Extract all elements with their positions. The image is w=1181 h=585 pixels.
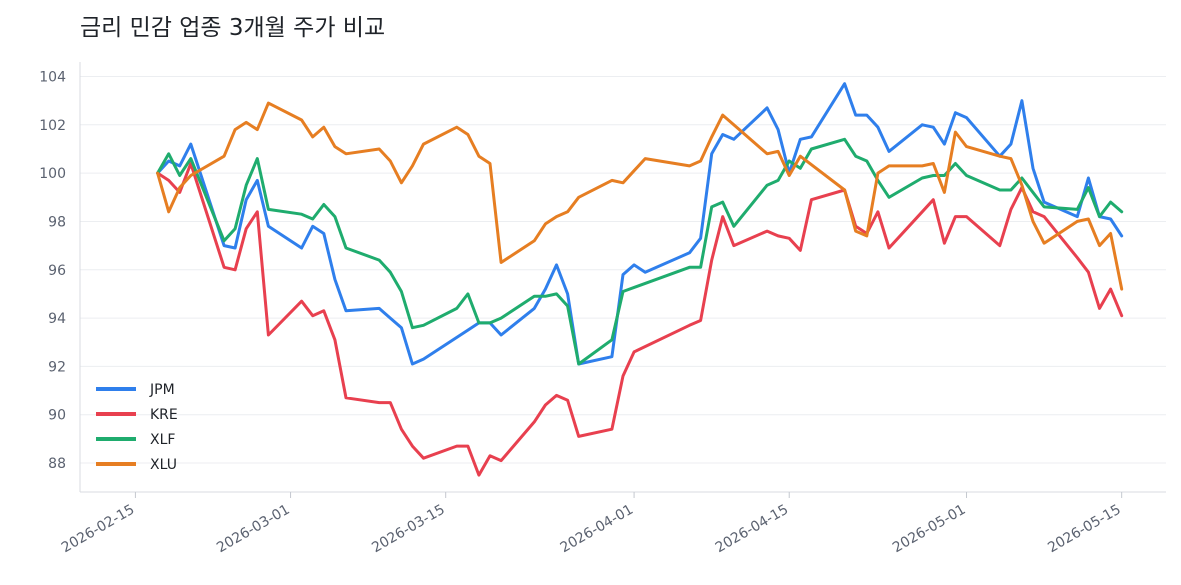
- series-line-xlf: [156, 137, 1124, 366]
- series-line-jpm: [156, 82, 1124, 366]
- y-tick-label: 102: [39, 118, 66, 134]
- x-tick-label: 2026-04-01: [558, 502, 636, 557]
- x-tick-label: 2026-05-15: [1045, 502, 1123, 557]
- x-tick-label: 2026-03-15: [369, 502, 447, 557]
- legend-label-kre: KRE: [150, 407, 178, 423]
- legend-label-xlu: XLU: [150, 457, 177, 473]
- x-tick-label: 2026-02-15: [59, 502, 137, 557]
- series-line-kre: [156, 162, 1124, 477]
- legend-label-jpm: JPM: [149, 382, 175, 398]
- legend-label-xlf: XLF: [150, 432, 175, 448]
- y-tick-label: 98: [48, 214, 66, 230]
- x-tick-label: 2026-05-01: [890, 502, 968, 557]
- y-tick-label: 90: [48, 408, 66, 424]
- y-tick-label: 88: [48, 456, 66, 472]
- y-tick-label: 94: [48, 311, 66, 327]
- y-tick-label: 96: [48, 263, 66, 279]
- chart-title: 금리 민감 업종 3개월 주가 비교: [80, 15, 386, 41]
- series-line-xlu: [156, 101, 1124, 291]
- x-tick-label: 2026-04-15: [713, 502, 791, 557]
- y-tick-label: 100: [39, 166, 66, 182]
- y-tick-label: 92: [48, 359, 66, 375]
- x-tick-label: 2026-03-01: [214, 502, 292, 557]
- y-tick-label: 104: [39, 69, 66, 85]
